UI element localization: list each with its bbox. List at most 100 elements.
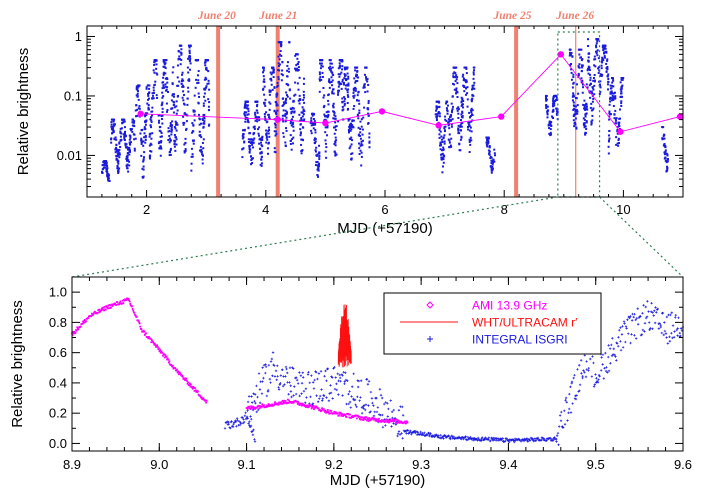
isgri-point <box>386 402 389 405</box>
isgri-point <box>368 146 371 149</box>
isgri-point <box>105 168 108 171</box>
isgri-point <box>396 434 399 438</box>
isgri-point <box>584 113 587 116</box>
isgri-point <box>453 71 456 74</box>
bottom-x-ticks: 8.9 9.0 9.1 9.2 9.3 9.4 9.5 9.6 <box>63 277 692 472</box>
isgri-point <box>116 152 119 155</box>
isgri-point <box>663 143 666 146</box>
isgri-point <box>135 115 138 118</box>
isgri-point <box>471 114 474 117</box>
isgri-point <box>359 128 362 131</box>
isgri-point <box>350 385 354 388</box>
isgri-point <box>313 138 316 141</box>
isgri-point <box>504 439 507 443</box>
isgri-point <box>177 57 180 60</box>
isgri-point <box>604 47 607 50</box>
isgri-point <box>197 102 200 105</box>
isgri-point <box>488 150 491 153</box>
isgri-point <box>583 99 586 102</box>
isgri-point <box>588 68 591 71</box>
isgri-point <box>276 375 279 378</box>
isgri-point <box>248 420 251 423</box>
isgri-point <box>361 144 364 147</box>
isgri-point <box>494 154 497 157</box>
isgri-point <box>167 127 170 130</box>
isgri-point <box>244 120 247 123</box>
isgri-point <box>182 115 185 118</box>
isgri-point <box>435 105 438 108</box>
isgri-point <box>142 159 145 162</box>
isgri-point <box>476 436 480 440</box>
isgri-point <box>481 436 484 439</box>
isgri-point <box>446 110 449 113</box>
ami-point <box>162 354 164 357</box>
isgri-point <box>158 129 161 132</box>
isgri-point <box>142 165 145 168</box>
isgri-point <box>606 75 609 78</box>
isgri-point <box>438 115 441 118</box>
isgri-point <box>137 85 140 88</box>
isgri-point <box>587 369 590 372</box>
isgri-point <box>265 129 268 132</box>
isgri-point <box>292 129 295 132</box>
isgri-point <box>462 73 465 76</box>
isgri-point <box>484 436 487 439</box>
isgri-point <box>332 367 335 370</box>
ami-point <box>177 373 180 376</box>
isgri-point <box>361 133 364 136</box>
isgri-point <box>310 374 313 377</box>
isgri-point <box>151 92 154 95</box>
isgri-point <box>125 143 128 146</box>
isgri-point <box>321 75 324 78</box>
isgri-point <box>356 99 359 102</box>
ami-point <box>388 420 391 423</box>
isgri-point <box>552 96 555 99</box>
isgri-point <box>621 84 624 87</box>
isgri-point <box>358 399 361 402</box>
isgri-point <box>594 50 597 53</box>
isgri-point <box>585 127 588 130</box>
isgri-point <box>136 86 139 89</box>
ami-point <box>192 385 195 388</box>
isgri-point <box>318 397 321 400</box>
isgri-point <box>587 59 590 62</box>
isgri-point <box>591 86 594 89</box>
ami-point <box>246 408 249 410</box>
top-y-axis-label: Relative brightness <box>15 48 32 176</box>
isgri-point <box>607 78 610 81</box>
isgri-point <box>587 56 590 59</box>
isgri-point <box>343 66 346 69</box>
isgri-point <box>584 108 587 111</box>
isgri-point <box>180 58 183 61</box>
x-tick-label: 8.9 <box>63 457 81 472</box>
isgri-point <box>252 141 255 144</box>
ami-point <box>349 413 351 416</box>
isgri-point <box>643 330 646 333</box>
isgri-point <box>352 107 355 110</box>
ami-point <box>312 405 315 407</box>
isgri-point <box>343 77 346 80</box>
isgri-point <box>254 115 257 118</box>
ami-point <box>288 399 290 402</box>
ami-point <box>185 378 188 380</box>
isgri-point <box>491 161 494 164</box>
ami-point <box>329 409 332 412</box>
isgri-point <box>585 103 588 106</box>
isgri-point <box>459 119 462 122</box>
isgri-point <box>160 131 163 134</box>
isgri-point <box>439 434 442 437</box>
x-tick-label: 4 <box>262 202 269 217</box>
isgri-point <box>572 101 575 104</box>
isgri-point <box>578 66 581 69</box>
isgri-point <box>179 58 182 61</box>
isgri-point <box>578 389 581 393</box>
isgri-point <box>247 140 250 143</box>
isgri-point <box>171 82 174 85</box>
isgri-point <box>182 123 185 126</box>
isgri-point <box>327 110 330 113</box>
isgri-point <box>578 53 581 56</box>
isgri-point <box>140 141 143 144</box>
isgri-point <box>615 342 619 345</box>
isgri-point <box>251 157 254 160</box>
isgri-point <box>619 340 622 343</box>
